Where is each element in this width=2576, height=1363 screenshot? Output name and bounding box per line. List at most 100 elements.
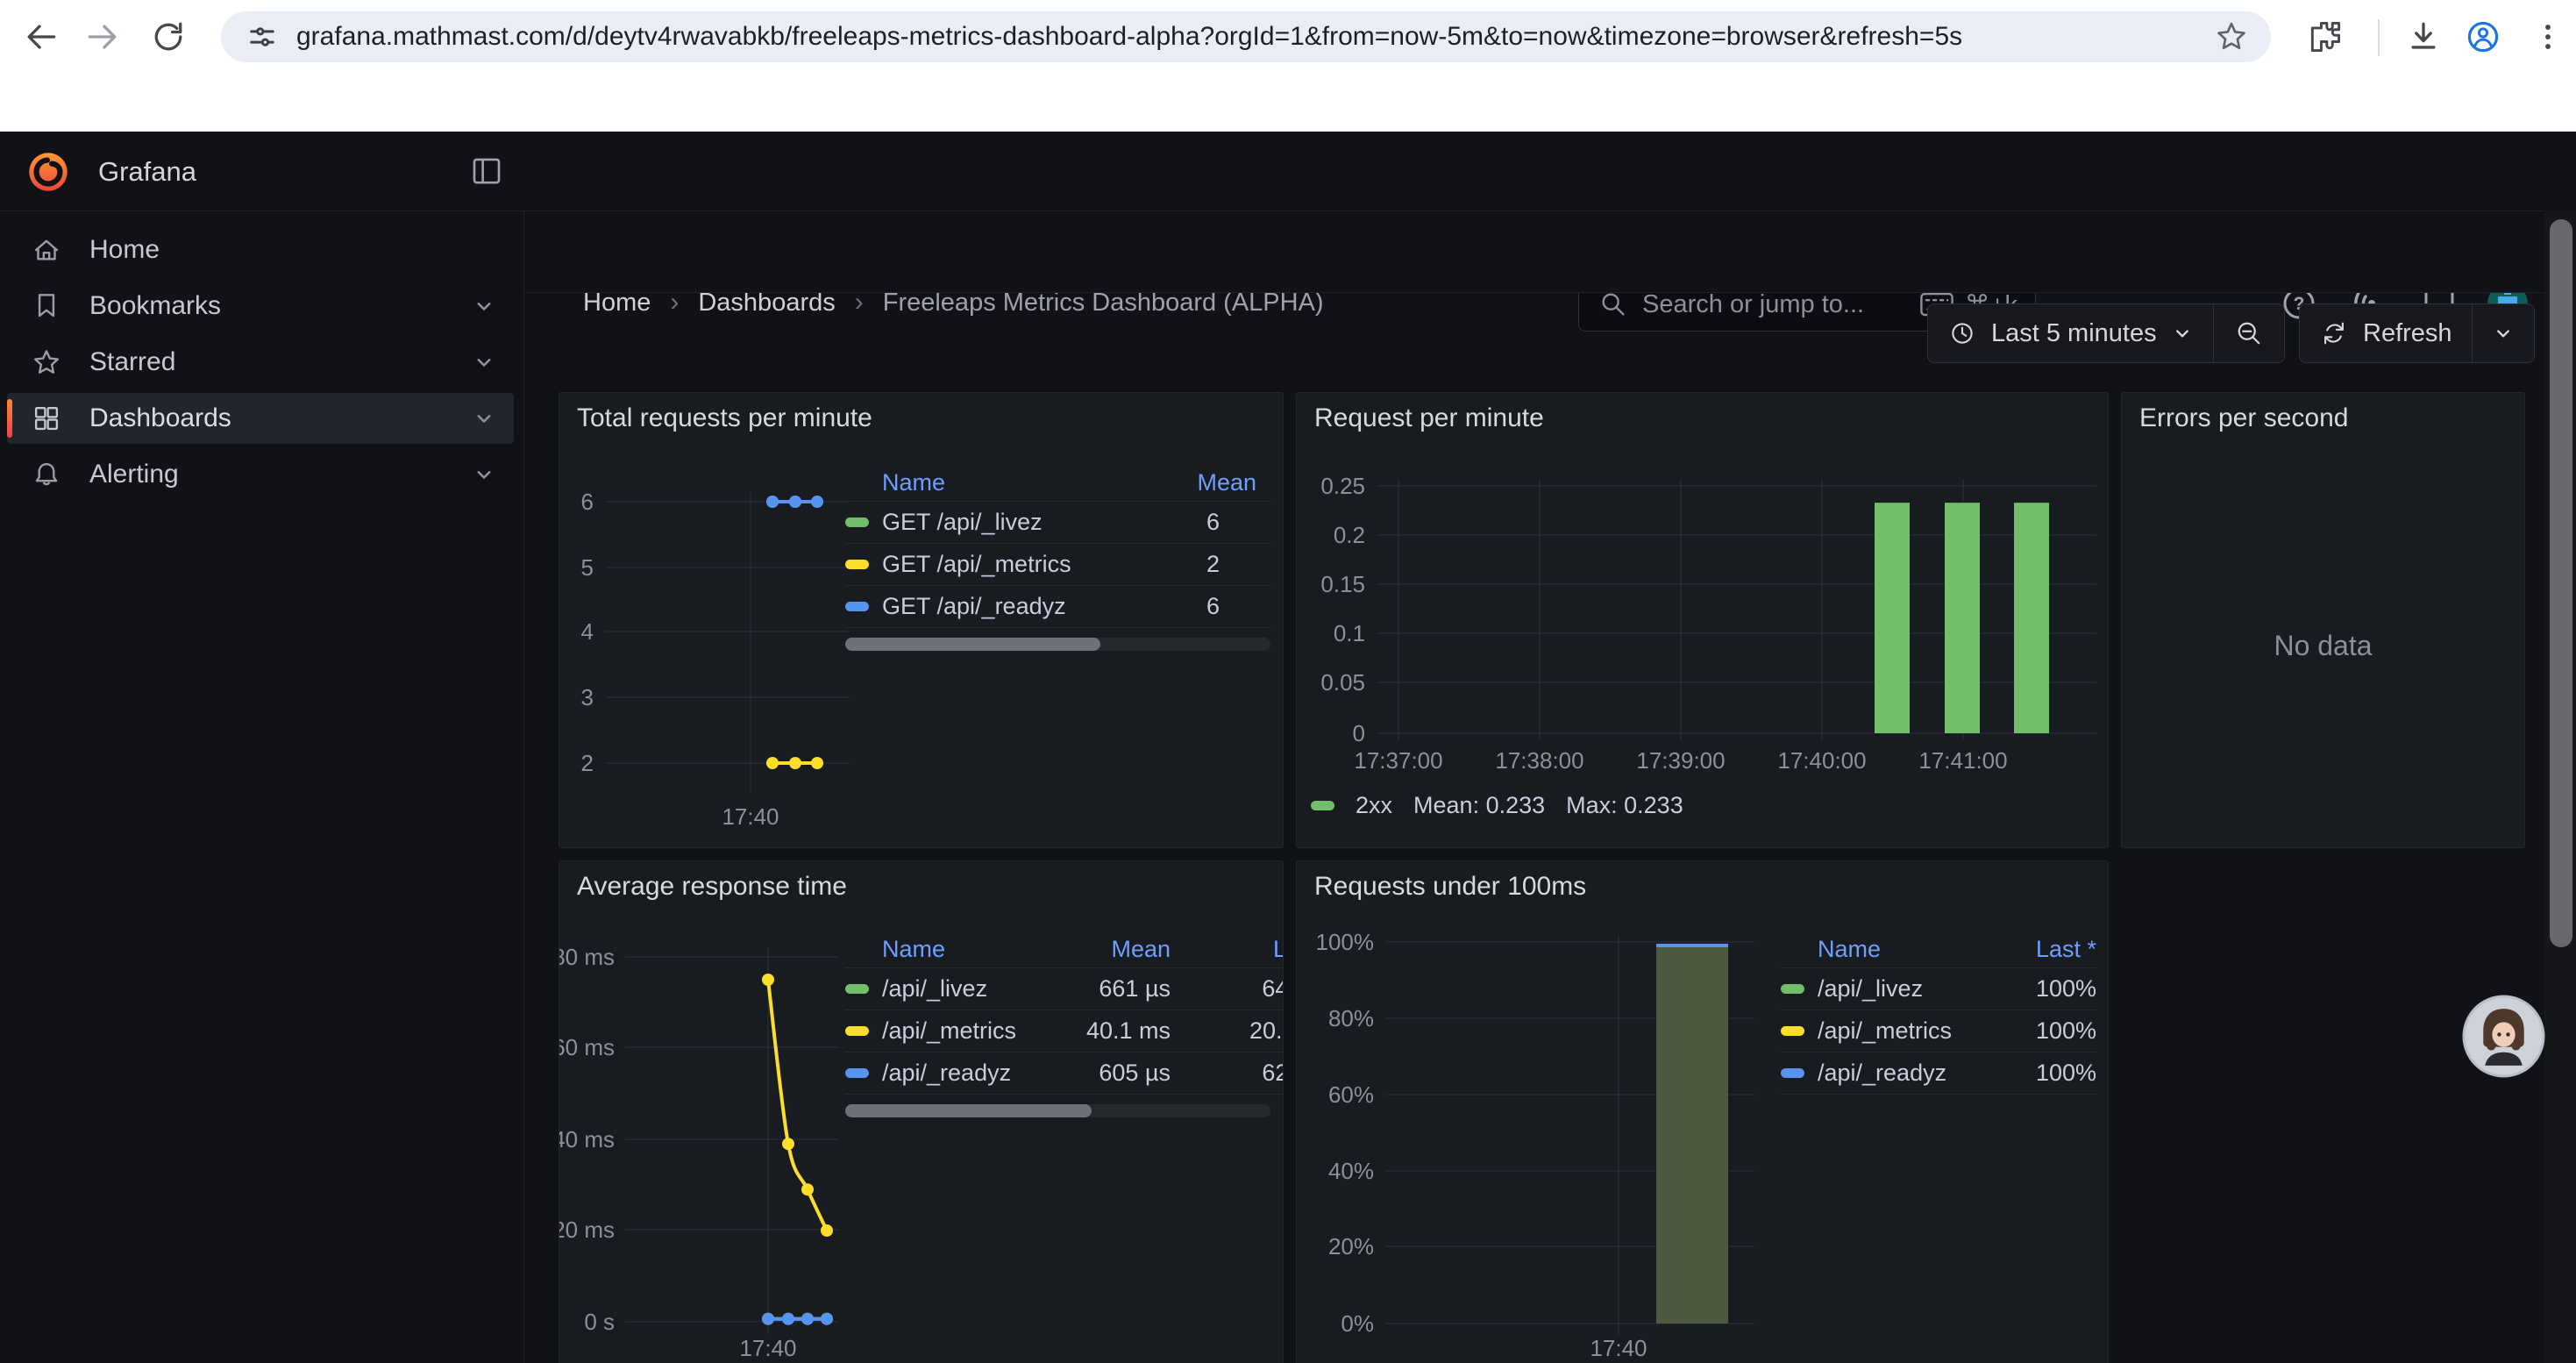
legend-row[interactable]: /api/_livez 100% <box>1781 968 2096 1010</box>
sidebar-item-starred[interactable]: Starred <box>7 337 514 388</box>
legend-column-header[interactable]: Mean <box>1169 469 1256 496</box>
legend-column-header[interactable]: Last * <box>1171 936 1284 963</box>
sidebar-toggle-icon[interactable] <box>468 153 505 189</box>
series-color-pill <box>845 602 869 611</box>
url-bar[interactable]: grafana.mathmast.com/d/deytv4rwavabkb/fr… <box>221 11 2271 62</box>
legend-value: 100% <box>2000 1060 2096 1087</box>
series-color-pill <box>1781 1026 1804 1036</box>
legend-value: 6 <box>1132 593 1220 620</box>
svg-text:17:40: 17:40 <box>722 803 779 830</box>
refresh-interval-caret[interactable] <box>2473 304 2534 362</box>
legend-series-name[interactable]: /api/_metrics <box>882 1017 1016 1045</box>
svg-text:0.05: 0.05 <box>1320 669 1365 696</box>
refresh-label: Refresh <box>2363 319 2452 348</box>
sidebar-item-label: Alerting <box>89 460 472 489</box>
svg-text:40 ms: 40 ms <box>559 1126 615 1152</box>
legend-value: 100% <box>2000 975 2096 1003</box>
legend-row[interactable]: /api/_livez661 µs646 µs <box>845 968 1284 1010</box>
svg-text:100%: 100% <box>1316 929 1375 955</box>
legend-scrollbar[interactable] <box>845 638 1270 651</box>
chevron-down-icon[interactable] <box>472 462 496 487</box>
series-color-pill <box>845 560 869 569</box>
refresh-button[interactable]: Refresh <box>2300 304 2472 362</box>
svg-text:17:40: 17:40 <box>739 1335 796 1361</box>
extensions-icon[interactable] <box>2306 18 2345 56</box>
svg-text:0.25: 0.25 <box>1320 473 1365 499</box>
url-text[interactable]: grafana.mathmast.com/d/deytv4rwavabkb/fr… <box>296 22 2213 52</box>
refresh-controls: Refresh <box>2299 303 2535 363</box>
legend-series-name[interactable]: GET /api/_livez <box>882 509 1042 536</box>
legend-row[interactable]: /api/_metrics100% <box>1781 1010 2096 1053</box>
zoom-out-button[interactable] <box>2214 304 2284 362</box>
sidebar-item-dashboards[interactable]: Dashboards <box>7 393 514 444</box>
svg-text:17:38:00: 17:38:00 <box>1495 747 1583 774</box>
legend-value: 2 <box>1132 551 1220 578</box>
sidebar: Home Bookmarks Starred Dashboards Alerti… <box>0 211 524 1363</box>
home-icon <box>30 233 63 267</box>
sidebar-item-alerting[interactable]: Alerting <box>7 449 514 500</box>
profile-icon[interactable] <box>2464 18 2502 56</box>
download-icon[interactable] <box>2404 18 2443 56</box>
bookmark-star-icon[interactable] <box>2213 18 2250 55</box>
legend-value: 6 <box>1132 509 1220 536</box>
legend-column-header[interactable]: Mean <box>1029 936 1171 963</box>
svg-text:17:40: 17:40 <box>1590 1335 1647 1361</box>
site-info-icon[interactable] <box>244 18 281 55</box>
legend-row[interactable]: /api/_readyz605 µs620 µs <box>845 1053 1284 1095</box>
legend-series-name[interactable]: GET /api/_metrics <box>882 551 1071 578</box>
sidebar-item-bookmarks[interactable]: Bookmarks <box>7 281 514 332</box>
legend-series-name[interactable]: /api/_readyz <box>882 1060 1011 1087</box>
chevron-down-icon[interactable] <box>472 406 496 431</box>
legend-row[interactable]: GET /api/_metrics 2 <box>845 544 1270 586</box>
sidebar-item-label: Bookmarks <box>89 291 472 321</box>
legend-row[interactable]: /api/_metrics40.1 ms20.5 ms <box>845 1010 1284 1053</box>
assistant-avatar[interactable] <box>2461 994 2546 1079</box>
legend-series-name[interactable]: /api/_livez <box>1818 975 1923 1003</box>
legend-column-header[interactable]: Last * <box>2000 936 2096 963</box>
svg-text:60%: 60% <box>1328 1081 1374 1108</box>
legend-table: NameMeanLast * /api/_livez661 µs646 µs/ap… <box>845 931 1284 1117</box>
legend-series-name[interactable]: /api/_livez <box>882 975 987 1003</box>
panel-total-requests-per-minute: Total requests per minute 6543217:40 Nam… <box>559 392 1284 848</box>
legend-series-name[interactable]: /api/_readyz <box>1818 1060 1946 1087</box>
svg-text:5: 5 <box>581 554 594 581</box>
svg-text:17:37:00: 17:37:00 <box>1354 747 1442 774</box>
svg-text:0: 0 <box>1353 720 1365 746</box>
reload-icon[interactable] <box>149 18 188 56</box>
legend-column-header[interactable]: Name <box>845 936 1029 963</box>
back-icon[interactable] <box>21 18 60 56</box>
legend-value: 20.5 ms <box>1171 1017 1284 1045</box>
legend-series-name[interactable]: /api/_metrics <box>1818 1017 1952 1045</box>
star-icon <box>30 346 63 379</box>
legend-column-header[interactable]: Name <box>845 469 1169 496</box>
legend-column-header[interactable]: Name <box>1781 936 2000 963</box>
legend[interactable]: 2xx Mean: 0.233 Max: 0.233 <box>1311 788 1683 823</box>
svg-text:0.15: 0.15 <box>1320 571 1365 597</box>
chevron-down-icon[interactable] <box>472 294 496 318</box>
grafana-logo[interactable] <box>23 146 74 196</box>
svg-text:0 s: 0 s <box>584 1309 615 1335</box>
forward-icon[interactable] <box>84 18 123 56</box>
panel-errors-per-second: Errors per second No data <box>2121 392 2525 848</box>
browser-toolbar: grafana.mathmast.com/d/deytv4rwavabkb/fr… <box>0 0 2576 74</box>
time-range-picker[interactable]: Last 5 minutes <box>1928 304 2213 362</box>
legend-series-name[interactable]: 2xx <box>1356 792 1392 819</box>
chevron-down-icon[interactable] <box>472 350 496 375</box>
svg-text:20%: 20% <box>1328 1233 1374 1260</box>
legend-row[interactable]: GET /api/_readyz 6 <box>845 586 1270 628</box>
dashboards-grid-icon <box>30 402 63 435</box>
sidebar-item-home[interactable]: Home <box>7 225 514 275</box>
legend-header: NameLast * <box>1781 931 2096 968</box>
time-controls: Last 5 minutes <box>1927 303 2285 363</box>
panel-requests-under-100ms: Requests under 100ms 100%80%60%40%20%0%1… <box>1296 860 2109 1363</box>
menu-dots-icon[interactable] <box>2529 18 2567 56</box>
svg-text:6: 6 <box>581 489 594 515</box>
legend-row[interactable]: GET /api/_livez 6 <box>845 502 1270 544</box>
brand-title[interactable]: Grafana <box>98 156 196 188</box>
legend-scrollbar[interactable] <box>845 1104 1270 1117</box>
panel-title[interactable]: Errors per second <box>2139 403 2348 433</box>
svg-text:17:41:00: 17:41:00 <box>1918 747 2007 774</box>
legend-row[interactable]: /api/_readyz 100% <box>1781 1053 2096 1095</box>
legend-series-name[interactable]: GET /api/_readyz <box>882 593 1066 620</box>
page-scrollbar-thumb[interactable] <box>2550 219 2572 947</box>
